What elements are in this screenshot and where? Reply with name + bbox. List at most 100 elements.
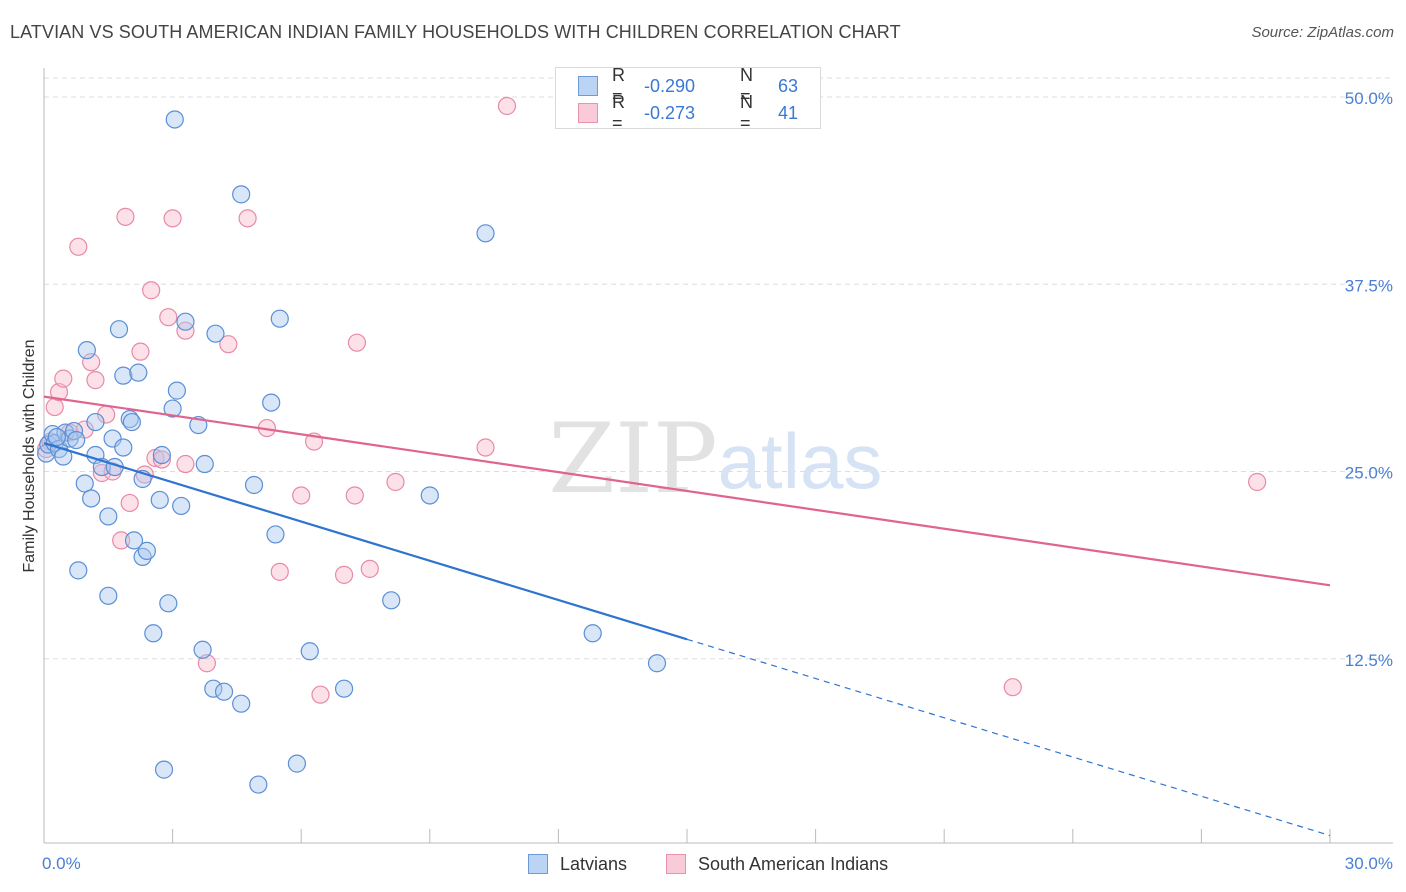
series-latvians xyxy=(37,110,667,794)
latvians-legend-swatch xyxy=(528,854,548,874)
sai-point xyxy=(176,454,195,474)
latvian-point xyxy=(476,224,495,243)
sai-point xyxy=(219,335,238,354)
latvian-point xyxy=(270,309,289,328)
latvian-point xyxy=(214,682,234,701)
latvian-point xyxy=(82,489,101,508)
latvian-point xyxy=(232,185,251,204)
latvian-point xyxy=(193,640,212,659)
y-tick-label: 25.0% xyxy=(1345,464,1393,483)
sai-point xyxy=(334,565,354,584)
chart-title: LATVIAN VS SOUTH AMERICAN INDIAN FAMILY … xyxy=(10,22,901,42)
latvian-point xyxy=(77,341,96,360)
n-label: N = xyxy=(740,65,753,106)
sai-point xyxy=(1003,678,1022,697)
latvian-trend-extension xyxy=(686,638,1331,837)
latvian-point xyxy=(69,561,88,580)
latvian-point xyxy=(99,586,118,605)
latvian-point xyxy=(206,324,225,343)
sai-point xyxy=(311,685,330,704)
latvian-point xyxy=(86,412,105,432)
latvian-point xyxy=(152,445,171,465)
legend-item-sai[interactable]: South American Indians xyxy=(666,852,888,876)
latvian-point xyxy=(262,393,281,412)
sai-point xyxy=(120,493,139,513)
latvian-point xyxy=(67,430,86,450)
y-tick-label: 12.5% xyxy=(1345,651,1393,670)
x-tick-label: 30.0% xyxy=(1345,854,1393,873)
latvian-point xyxy=(172,496,191,516)
latvian-point xyxy=(163,399,182,418)
latvian-point xyxy=(244,475,264,495)
sai-point xyxy=(238,209,257,228)
series-legend: Latvians South American Indians xyxy=(0,852,1406,876)
latvian-point xyxy=(334,679,354,698)
watermark-atlas: atlas xyxy=(718,417,883,505)
y-tick-label: 37.5% xyxy=(1345,276,1393,295)
latvian-point xyxy=(647,654,667,673)
latvian-point xyxy=(176,312,195,331)
latvian-point xyxy=(300,642,319,661)
legend-item-latvians[interactable]: Latvians xyxy=(528,852,627,876)
sai-point xyxy=(386,472,405,492)
latvian-point xyxy=(204,679,223,698)
latvian-point xyxy=(99,507,118,526)
sai-legend-label: South American Indians xyxy=(698,853,889,874)
sai-point xyxy=(131,342,150,361)
latvian-point xyxy=(120,409,139,429)
latvian-point xyxy=(165,110,184,129)
legend-row-sai: R = -0.273 N = 41 xyxy=(578,92,799,133)
latvian-point xyxy=(382,591,401,610)
latvians-n-value: 63 xyxy=(778,75,799,96)
sai-point xyxy=(360,559,379,578)
latvian-point xyxy=(137,541,156,560)
latvian-point xyxy=(266,525,285,544)
r-label: R = xyxy=(612,92,625,133)
sai-point xyxy=(497,96,517,116)
latvian-point xyxy=(420,486,439,505)
sai-point xyxy=(197,654,216,673)
latvians-swatch xyxy=(578,76,598,96)
latvian-point xyxy=(144,624,163,643)
sai-point xyxy=(45,397,64,417)
legend-row-latvians: R = -0.290 N = 63 xyxy=(578,65,799,106)
sai-point xyxy=(82,353,101,372)
latvian-point xyxy=(287,754,307,773)
latvian-point xyxy=(124,531,144,550)
latvian-point xyxy=(583,624,602,643)
watermark: ZIP atlas xyxy=(548,403,882,515)
sai-point xyxy=(345,486,364,505)
sai-point xyxy=(347,333,367,352)
sai-point xyxy=(112,531,131,550)
y-tick-label: 50.0% xyxy=(1345,89,1393,108)
tick-labels: 12.5% 25.0% 37.5% 50.0% 0.0% 30.0% xyxy=(42,89,1393,873)
sai-n-value: 41 xyxy=(778,102,799,123)
latvian-point xyxy=(150,490,169,510)
trend-lines xyxy=(43,395,1331,837)
sai-legend-swatch xyxy=(666,854,686,874)
sai-point xyxy=(54,369,73,388)
sai-point xyxy=(270,562,289,581)
latvian-point xyxy=(114,366,133,385)
latvian-point xyxy=(167,381,186,400)
latvian-point xyxy=(122,412,141,432)
latvian-point xyxy=(114,438,133,457)
sai-point xyxy=(116,207,135,226)
sai-point xyxy=(159,308,178,327)
source-label: Source: ZipAtlas.com xyxy=(1251,24,1394,41)
sai-trend-line xyxy=(43,395,1331,587)
latvian-point xyxy=(154,760,174,779)
latvian-point xyxy=(75,474,94,493)
latvians-r-value: -0.290 xyxy=(644,75,696,96)
series-south-american-indians xyxy=(37,96,1267,704)
sai-point xyxy=(86,371,105,390)
latvian-point xyxy=(232,694,251,713)
sai-point xyxy=(142,281,161,300)
sai-point xyxy=(476,438,495,457)
latvian-point xyxy=(129,363,148,382)
watermark-zip: ZIP xyxy=(548,403,717,515)
sai-point xyxy=(292,486,311,505)
latvian-trend-line xyxy=(43,441,688,641)
latvian-point xyxy=(249,775,268,794)
